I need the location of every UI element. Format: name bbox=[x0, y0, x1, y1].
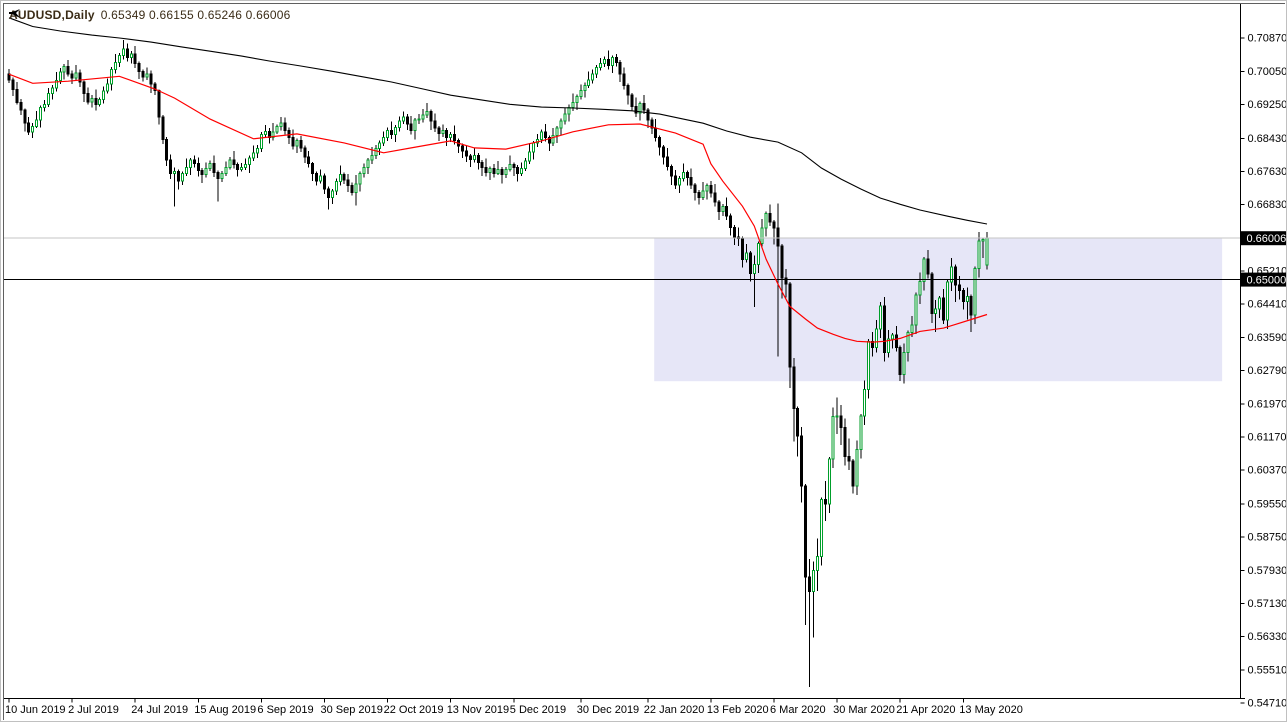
svg-text:24 Jul 2019: 24 Jul 2019 bbox=[131, 704, 188, 716]
svg-text:0.54710: 0.54710 bbox=[1248, 698, 1287, 710]
svg-text:30 Dec 2019: 30 Dec 2019 bbox=[577, 704, 639, 716]
svg-text:13 May 2020: 13 May 2020 bbox=[959, 704, 1023, 716]
svg-text:0.58750: 0.58750 bbox=[1248, 531, 1287, 543]
svg-text:22 Jan 2020: 22 Jan 2020 bbox=[644, 704, 705, 716]
svg-text:0.62790: 0.62790 bbox=[1248, 365, 1287, 377]
svg-text:0.66006: 0.66006 bbox=[1247, 233, 1287, 245]
svg-text:0.59550: 0.59550 bbox=[1248, 498, 1287, 510]
svg-text:0.70050: 0.70050 bbox=[1248, 66, 1287, 78]
svg-text:6 Sep 2019: 6 Sep 2019 bbox=[257, 704, 313, 716]
svg-text:0.67630: 0.67630 bbox=[1248, 166, 1287, 178]
svg-text:0.69250: 0.69250 bbox=[1248, 99, 1287, 111]
supply-zone-rectangle[interactable] bbox=[654, 238, 1223, 382]
svg-text:0.60370: 0.60370 bbox=[1248, 465, 1287, 477]
svg-text:0.61970: 0.61970 bbox=[1248, 399, 1287, 411]
time-axis[interactable]: 10 Jun 2019 2 Jul 2019 24 Jul 2019 15 Aug 2… bbox=[5, 698, 1023, 717]
svg-text:0.65000: 0.65000 bbox=[1247, 275, 1287, 287]
chart-title: AUDUSD,Daily 0.65349 0.66155 0.65246 0.6… bbox=[9, 8, 290, 22]
svg-text:0.57130: 0.57130 bbox=[1248, 598, 1287, 610]
svg-text:0.55510: 0.55510 bbox=[1248, 665, 1287, 677]
svg-text:0.66830: 0.66830 bbox=[1248, 199, 1287, 211]
svg-text:0.70870: 0.70870 bbox=[1248, 33, 1287, 45]
ohlc-quote-label: 0.65349 0.66155 0.65246 0.66006 bbox=[100, 8, 291, 22]
svg-text:0.63590: 0.63590 bbox=[1248, 332, 1287, 344]
svg-text:5 Dec 2019: 5 Dec 2019 bbox=[510, 704, 566, 716]
axis-lines bbox=[4, 4, 1245, 699]
svg-text:0.56330: 0.56330 bbox=[1248, 631, 1287, 643]
svg-text:30 Sep 2019: 30 Sep 2019 bbox=[321, 704, 383, 716]
svg-text:0.57930: 0.57930 bbox=[1248, 565, 1287, 577]
svg-text:10 Jun 2019: 10 Jun 2019 bbox=[5, 704, 66, 716]
svg-text:30 Mar 2020: 30 Mar 2020 bbox=[833, 704, 895, 716]
svg-text:0.68430: 0.68430 bbox=[1248, 133, 1287, 145]
price-tag: 0.65000 bbox=[1240, 272, 1287, 287]
svg-text:6 Mar 2020: 6 Mar 2020 bbox=[770, 704, 826, 716]
svg-text:2 Jul 2019: 2 Jul 2019 bbox=[68, 704, 119, 716]
bull-candles bbox=[31, 48, 989, 592]
chart-symbol-icon bbox=[9, 9, 20, 18]
svg-text:21 Apr 2020: 21 Apr 2020 bbox=[896, 704, 955, 716]
bear-candles bbox=[7, 48, 973, 592]
symbol-timeframe-label: AUDUSD,Daily bbox=[9, 8, 95, 22]
price-tag: 0.66006 bbox=[1240, 231, 1287, 246]
svg-text:0.64410: 0.64410 bbox=[1248, 298, 1287, 310]
ma-slow-black-line bbox=[8, 17, 988, 225]
svg-text:15 Aug 2019: 15 Aug 2019 bbox=[194, 704, 256, 716]
ma-fast-red-line bbox=[8, 73, 988, 343]
svg-text:13 Feb 2020: 13 Feb 2020 bbox=[707, 704, 769, 716]
svg-text:0.61170: 0.61170 bbox=[1248, 432, 1287, 444]
price-axis[interactable]: 0.70870 0.70050 0.69250 0.68430 0.67630 0.668… bbox=[1240, 33, 1287, 710]
svg-text:22 Oct 2019: 22 Oct 2019 bbox=[384, 704, 444, 716]
svg-text:13 Nov 2019: 13 Nov 2019 bbox=[447, 704, 509, 716]
